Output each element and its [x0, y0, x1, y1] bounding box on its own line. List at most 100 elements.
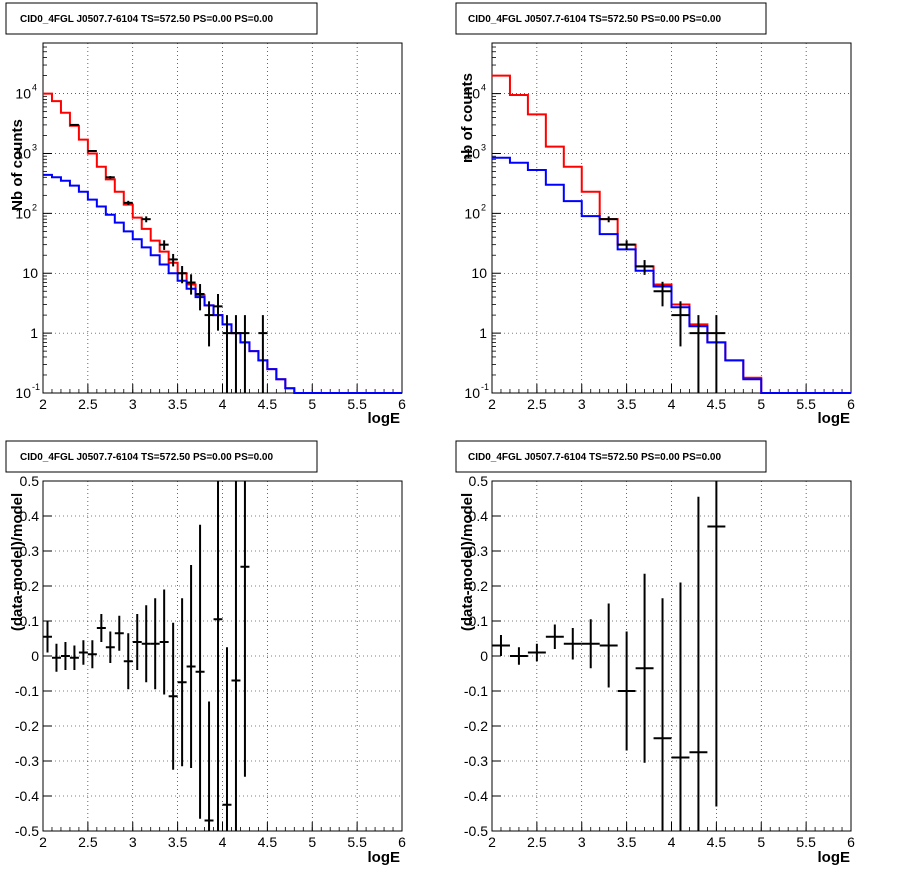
y-axis-label: Nb of counts [9, 119, 26, 211]
y-tick-exponent: 4 [481, 83, 486, 93]
x-tick-label: 5 [308, 834, 316, 850]
x-axis-label: logE [818, 410, 851, 427]
y-tick-exponent: 4 [32, 83, 37, 93]
panel-title: CID0_4FGL J0507.7-6104 TS=572.50 PS=0.00… [20, 14, 273, 25]
y-tick-label: 0.1 [469, 613, 489, 629]
x-tick-label: 3.5 [617, 396, 637, 412]
panel-counts-coarse: CID0_4FGL J0507.7-6104 TS=572.50 PS=0.00… [455, 2, 855, 427]
y-axis-label: (data-model)/model [9, 493, 26, 631]
y-tick-label: 10 [471, 265, 487, 281]
y-tick-label: 0 [31, 648, 39, 664]
x-tick-label: 5 [757, 396, 765, 412]
x-tick-label: 4 [219, 834, 227, 850]
y-tick-label: -0.4 [15, 788, 39, 804]
x-tick-label: 2.5 [527, 834, 547, 850]
x-tick-label: 3 [578, 834, 586, 850]
y-tick-exponent: -1 [32, 382, 40, 392]
y-tick-label: 10 [464, 86, 480, 102]
x-tick-label: 3.5 [617, 834, 637, 850]
y-tick-label: 0.2 [20, 578, 40, 594]
x-tick-label: 4 [219, 396, 227, 412]
source_model-step-line [43, 173, 402, 394]
y-tick-label: 0.1 [20, 613, 40, 629]
y-tick-label: 0.4 [20, 508, 40, 524]
x-tick-label: 6 [398, 396, 406, 412]
y-tick-exponent: 3 [32, 142, 37, 152]
y-tick-label: -0.3 [15, 753, 39, 769]
y-tick-label: 10 [15, 385, 31, 401]
x-tick-label: 2 [488, 834, 496, 850]
x-tick-label: 2.5 [78, 396, 98, 412]
x-axis-label: logE [818, 849, 851, 866]
x-tick-label: 5.5 [347, 396, 367, 412]
y-tick-label: 0.5 [20, 473, 40, 489]
y-tick-label: 0.5 [469, 473, 489, 489]
x-tick-label: 4.5 [707, 834, 727, 850]
y-tick-label: 0.2 [469, 578, 489, 594]
x-tick-label: 4 [668, 396, 676, 412]
y-tick-label: -0.5 [464, 823, 488, 839]
y-tick-label: -0.5 [15, 823, 39, 839]
x-tick-label: 2 [39, 834, 47, 850]
panel-title: CID0_4FGL J0507.7-6104 TS=572.50 PS=0.00… [468, 452, 721, 463]
y-tick-label: -0.2 [15, 718, 39, 734]
title-box [455, 440, 767, 473]
y-tick-label: -0.4 [464, 788, 488, 804]
title-box [455, 2, 767, 35]
panel-title: CID0_4FGL J0507.7-6104 TS=572.50 PS=0.00… [468, 14, 721, 25]
x-tick-label: 2.5 [527, 396, 547, 412]
y-tick-label: 10 [464, 385, 480, 401]
x-axis-label: logE [368, 410, 401, 427]
x-tick-label: 3 [578, 396, 586, 412]
x-tick-label: 6 [847, 834, 855, 850]
x-tick-label: 3.5 [168, 834, 188, 850]
x-tick-label: 4.5 [707, 396, 727, 412]
y-tick-label: 10 [15, 86, 31, 102]
x-tick-label: 5 [308, 396, 316, 412]
title-box [5, 440, 318, 473]
x-tick-label: 3.5 [168, 396, 188, 412]
x-tick-label: 3 [129, 396, 137, 412]
y-tick-exponent: 2 [32, 202, 37, 212]
x-tick-label: 5.5 [796, 834, 816, 850]
y-tick-label: 10 [464, 205, 480, 221]
y-tick-label: 10 [464, 145, 480, 161]
y-tick-exponent: 3 [481, 142, 486, 152]
y-tick-exponent: 2 [481, 202, 486, 212]
y-tick-label: 10 [22, 265, 38, 281]
y-tick-label: -0.2 [464, 718, 488, 734]
y-tick-exponent: -1 [481, 382, 489, 392]
panel-title: CID0_4FGL J0507.7-6104 TS=572.50 PS=0.00… [20, 452, 273, 463]
x-tick-label: 4 [668, 834, 676, 850]
y-tick-label: -0.3 [464, 753, 488, 769]
y-tick-label: 0.4 [469, 508, 489, 524]
x-tick-label: 5 [757, 834, 765, 850]
y-tick-label: 1 [30, 325, 38, 341]
x-tick-label: 4.5 [258, 834, 278, 850]
x-tick-label: 2 [488, 396, 496, 412]
title-box [5, 2, 318, 35]
x-tick-label: 6 [847, 396, 855, 412]
y-tick-label: -0.1 [15, 683, 39, 699]
panel-residuals-fine: CID0_4FGL J0507.7-6104 TS=572.50 PS=0.00… [5, 440, 406, 866]
panel-residuals-coarse: CID0_4FGL J0507.7-6104 TS=572.50 PS=0.00… [455, 440, 855, 866]
source_model-step-line [492, 156, 851, 394]
x-tick-label: 2.5 [78, 834, 98, 850]
y-tick-label: 10 [15, 145, 31, 161]
x-tick-label: 4.5 [258, 396, 278, 412]
x-tick-label: 3 [129, 834, 137, 850]
x-tick-label: 6 [398, 834, 406, 850]
y-tick-label: 1 [479, 325, 487, 341]
y-tick-label: 10 [15, 205, 31, 221]
y-axis-label: nb of counts [459, 73, 476, 163]
x-tick-label: 5.5 [796, 396, 816, 412]
panel-counts-fine: CID0_4FGL J0507.7-6104 TS=572.50 PS=0.00… [5, 2, 406, 427]
y-tick-label: 0.3 [469, 543, 489, 559]
x-tick-label: 5.5 [347, 834, 367, 850]
y-tick-label: 0.3 [20, 543, 40, 559]
y-tick-label: 0 [480, 648, 488, 664]
y-tick-label: -0.1 [464, 683, 488, 699]
x-axis-label: logE [368, 849, 401, 866]
